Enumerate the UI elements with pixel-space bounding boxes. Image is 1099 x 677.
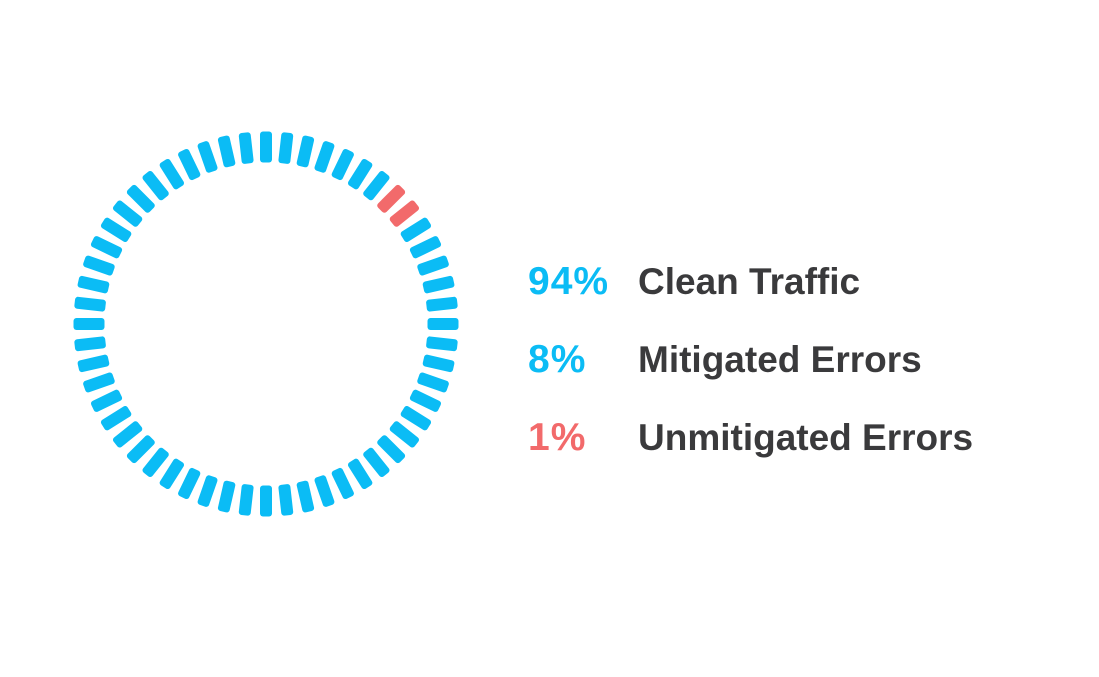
ring-segment-clean (238, 132, 254, 164)
ring-segment-clean (363, 447, 390, 478)
legend-value-mitigated: 8% (528, 338, 587, 381)
ring-segment-clean (159, 158, 185, 190)
ring-segment-clean (142, 447, 169, 478)
ring-segment-clean (178, 148, 201, 181)
ring-segment-clean (100, 217, 132, 243)
ring-segment-clean (426, 296, 458, 312)
ring-segment-unmitigated (389, 200, 420, 227)
legend-value-unmitigated: 1% (528, 416, 587, 459)
ring-segment-clean (77, 275, 110, 294)
ring-segment-clean (389, 421, 420, 448)
ring-segment-clean (178, 467, 201, 500)
ring-segment-clean (427, 318, 459, 330)
ring-segment-clean (314, 475, 335, 507)
ring-segment-clean (90, 389, 123, 412)
ring-segment-clean (217, 480, 236, 513)
ring-segment-clean (100, 405, 132, 431)
ring-segment-clean (331, 148, 354, 181)
ring-segment-clean (417, 255, 449, 276)
ring-segment-clean (126, 184, 155, 213)
ring-segment-clean (197, 141, 218, 173)
legend-item-unmitigated-errors: 1% Unmitigated Errors (528, 412, 973, 464)
ring-segment-clean (260, 485, 272, 517)
ring-segment-clean (400, 217, 432, 243)
ring-segment-clean (217, 135, 236, 168)
chart-legend: 94% Clean Traffic 8% Mitigated Errors 1%… (528, 256, 973, 464)
ring-segment-clean (417, 372, 449, 393)
ring-segment-clean (159, 458, 185, 490)
ring-segment-clean (238, 484, 254, 516)
ring-segment-clean (83, 372, 115, 393)
ring-segment-clean (377, 435, 406, 464)
ring-segment-clean (400, 405, 432, 431)
ring-segment-clean (347, 158, 373, 190)
legend-label-unmitigated: Unmitigated Errors (638, 417, 974, 458)
ring-segment-clean (422, 275, 455, 294)
ring-segment-clean (73, 318, 105, 330)
ring-segment-clean (112, 200, 143, 227)
legend-value-clean: 94% (528, 260, 610, 303)
ring-segment-clean (112, 421, 143, 448)
ring-segment-clean (409, 236, 442, 259)
legend-item-clean-traffic: 94% Clean Traffic (528, 256, 973, 308)
legend-item-mitigated-errors: 8% Mitigated Errors (528, 334, 973, 386)
ring-segment-clean (409, 389, 442, 412)
ring-segment-clean (83, 255, 115, 276)
ring-segment-clean (296, 480, 315, 513)
ring-segment-unmitigated (377, 184, 406, 213)
ring-segment-clean (426, 336, 458, 352)
ring-segment-clean (90, 236, 123, 259)
legend-label-clean: Clean Traffic (638, 261, 861, 302)
ring-segment-clean (422, 354, 455, 373)
ring-segment-clean (331, 467, 354, 500)
ring-segment-clean (347, 458, 373, 490)
ring-segment-clean (126, 435, 155, 464)
ring-segment-clean (77, 354, 110, 373)
ring-segment-clean (197, 475, 218, 507)
ring-segment-clean (278, 132, 294, 164)
ring-segment-clean (74, 296, 106, 312)
ring-segment-clean (142, 170, 169, 201)
ring-segment-clean (278, 484, 294, 516)
segmented-ring-chart (73, 131, 459, 517)
ring-segment-clean (296, 135, 315, 168)
ring-segment-clean (260, 131, 272, 163)
legend-label-mitigated: Mitigated Errors (638, 339, 922, 380)
ring-segment-clean (363, 170, 390, 201)
ring-segment-clean (314, 141, 335, 173)
ring-segment-clean (74, 336, 106, 352)
